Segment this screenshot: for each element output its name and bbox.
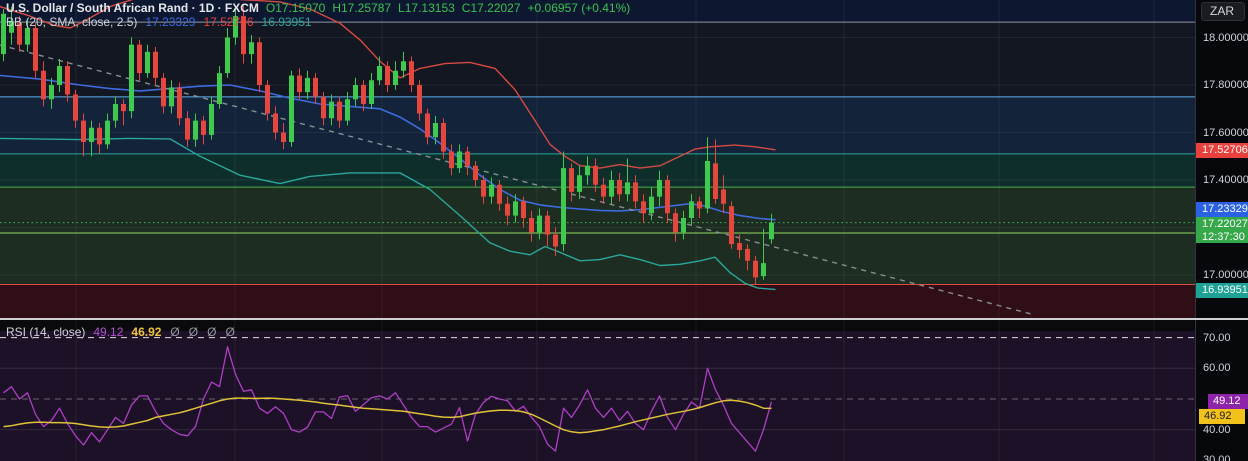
rsi-label-chip: 49.12 (1208, 394, 1248, 409)
rsi-empty-value: Ø (170, 325, 180, 339)
countdown-timer: 12:37:30 (1202, 231, 1245, 243)
ohlc-low: L17.13153 (398, 1, 455, 15)
horizontal-levels[interactable] (0, 21, 1195, 285)
rsi-empty-value: Ø (188, 325, 199, 339)
trendline[interactable] (0, 44, 1036, 316)
rsi-tick: 60.00 (1203, 362, 1231, 375)
price-label-chip: 17.52706 (1196, 143, 1248, 158)
chart-area[interactable]: U.S. Dollar / South African Rand · 1D · … (0, 0, 1195, 461)
price-axis[interactable]: ZAR 18.00000 17.80000 17.60000 17.40000 17.0… (1195, 0, 1248, 461)
bb-lower-value: 16.93951 (261, 15, 312, 29)
price-tick: 17.60000 (1203, 126, 1248, 139)
price-tick: 18.00000 (1203, 31, 1248, 44)
ohlc-close: C17.22027 (461, 1, 521, 15)
rsi-tick: 70.00 (1203, 331, 1231, 344)
rsi-ma-value: 46.92 (131, 325, 162, 339)
currency-zar-button[interactable]: ZAR (1201, 2, 1245, 21)
bb-upper-value: 17.52706 (203, 15, 254, 29)
bb-label[interactable]: BB (20, SMA, close, 2.5) (6, 15, 138, 29)
rsi-pane[interactable] (0, 320, 1195, 461)
ohlc-open: O17.15070 (265, 1, 326, 15)
symbol-title[interactable]: U.S. Dollar / South African Rand · 1D · … (6, 1, 259, 15)
price-tick: 17.00000 (1203, 269, 1248, 281)
rsi-ma-line[interactable] (3, 397, 772, 434)
rsi-label-chip: 46.92 (1199, 409, 1245, 424)
rsi-indicator-legend[interactable]: RSI (14, close) 49.12 46.92 Ø Ø Ø Ø (6, 326, 235, 339)
price-tick: 17.40000 (1203, 174, 1248, 186)
bb-indicator-legend[interactable]: BB (20, SMA, close, 2.5) 17.23329 17.527… (6, 16, 312, 29)
level-zones (0, 0, 1195, 318)
bollinger-bands[interactable] (0, 0, 776, 291)
rsi-label[interactable]: RSI (14, close) (6, 325, 86, 339)
price-pane[interactable] (0, 0, 1195, 318)
rsi-pane-top-margin (0, 320, 1195, 331)
rsi-line[interactable] (3, 346, 773, 452)
rsi-tick: 40.00 (1203, 423, 1231, 436)
price-label-chip: 16.93951 (1196, 283, 1248, 298)
price-label-chip: 17.23329 (1196, 202, 1248, 217)
price-tick: 17.80000 (1203, 79, 1248, 91)
pane-separator[interactable] (0, 318, 1248, 320)
candles[interactable] (1, 4, 774, 285)
rsi-empty-value: Ø (207, 325, 217, 339)
symbol-legend[interactable]: U.S. Dollar / South African Rand · 1D · … (6, 2, 630, 15)
bb-basis-value: 17.23329 (145, 15, 196, 29)
rsi-value: 49.12 (93, 325, 124, 339)
rsi-empty-value: Ø (225, 325, 235, 339)
price-change: +0.06957 (+0.41%) (527, 1, 631, 15)
ohlc-high: H17.25787 (332, 1, 392, 15)
rsi-tick: 30.00 (1203, 454, 1231, 461)
price-label-chip: 17.22027 12:37:30 (1196, 217, 1248, 243)
rsi-grid (0, 320, 1195, 461)
